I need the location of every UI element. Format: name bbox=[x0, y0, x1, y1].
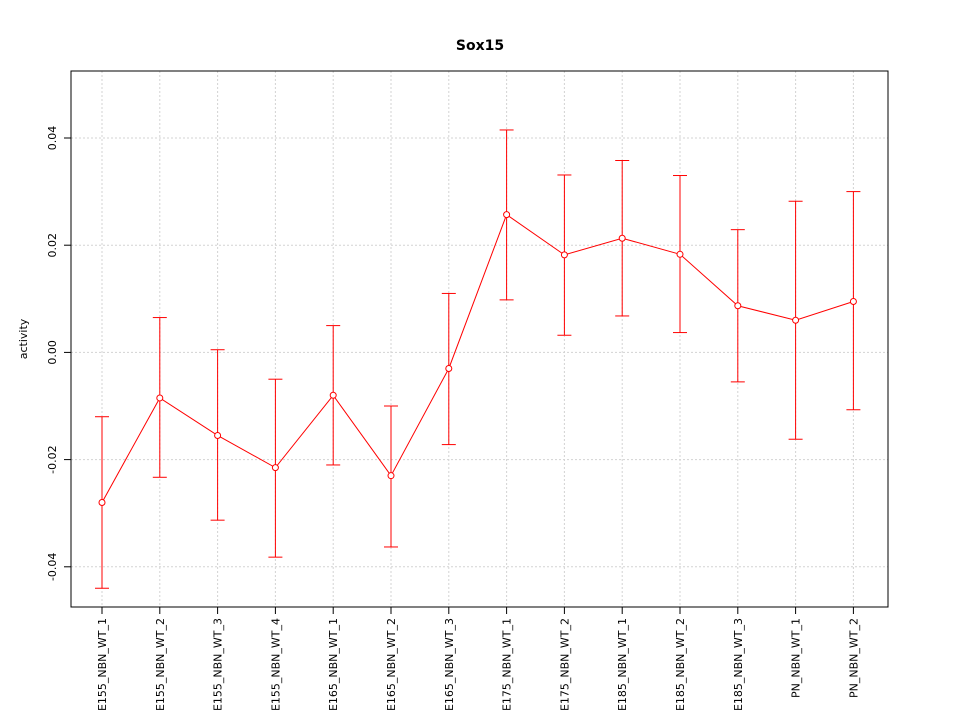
data-point bbox=[849, 297, 857, 305]
x-tick-label: E175_NBN_WT_1 bbox=[501, 618, 514, 711]
data-point bbox=[560, 251, 568, 259]
x-tick-label: E185_NBN_WT_3 bbox=[732, 618, 745, 711]
x-tick-label: E175_NBN_WT_2 bbox=[558, 618, 571, 711]
y-tick-label: 0.00 bbox=[46, 340, 59, 365]
x-tick-label: E155_NBN_WT_3 bbox=[212, 618, 225, 711]
series-line bbox=[101, 213, 854, 503]
y-tick-label: -0.04 bbox=[46, 553, 59, 581]
x-tick-label: E165_NBN_WT_1 bbox=[327, 618, 340, 711]
x-tick-label: E165_NBN_WT_3 bbox=[443, 618, 456, 711]
data-point bbox=[271, 464, 279, 472]
x-tick-label: E185_NBN_WT_2 bbox=[674, 618, 687, 711]
x-tick-label: PN_NBN_WT_1 bbox=[790, 618, 803, 698]
data-point bbox=[387, 472, 395, 480]
data-point bbox=[792, 316, 800, 324]
data-point bbox=[98, 498, 106, 506]
data-point bbox=[214, 431, 222, 439]
x-tick-label: PN_NBN_WT_2 bbox=[847, 618, 860, 698]
x-tick-label: E155_NBN_WT_4 bbox=[269, 618, 282, 711]
x-tick-label: E155_NBN_WT_2 bbox=[154, 618, 167, 711]
data-point bbox=[445, 364, 453, 372]
data-point bbox=[734, 302, 742, 310]
grid-layer bbox=[71, 71, 888, 607]
x-tick-label: E185_NBN_WT_1 bbox=[616, 618, 629, 711]
plot-frame bbox=[70, 70, 889, 608]
y-tick-label: 0.02 bbox=[46, 233, 59, 258]
data-point bbox=[618, 234, 626, 242]
y-axis: -0.04 -0.02 0.00 0.02 0.04 bbox=[46, 126, 71, 581]
chart-title: Sox15 bbox=[456, 38, 504, 54]
y-tick-label: -0.02 bbox=[46, 445, 59, 473]
series-line-layer bbox=[101, 213, 854, 503]
data-point bbox=[676, 250, 684, 258]
x-axis: E155_NBN_WT_1 E155_NBN_WT_2 E155_NBN_WT_3 E… bbox=[96, 607, 860, 711]
y-tick-label: 0.04 bbox=[46, 126, 59, 151]
data-point bbox=[156, 394, 164, 402]
data-point bbox=[329, 391, 337, 399]
y-axis-label: activity bbox=[17, 318, 30, 359]
x-tick-label: E165_NBN_WT_2 bbox=[385, 618, 398, 711]
data-point bbox=[503, 211, 511, 219]
error-bar-layer bbox=[95, 129, 861, 589]
point-layer bbox=[98, 211, 857, 506]
x-tick-label: E155_NBN_WT_1 bbox=[96, 618, 109, 711]
